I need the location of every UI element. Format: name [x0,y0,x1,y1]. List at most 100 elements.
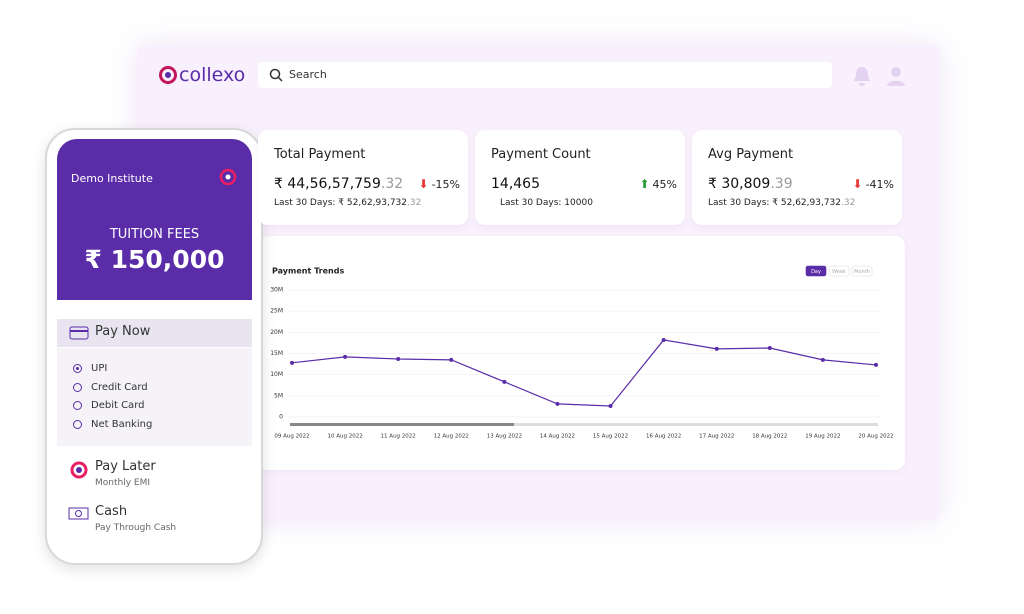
card-value: ₹ 30,809.39 [708,171,793,193]
logo-icon [159,66,177,84]
last30-value: 10000 [564,198,593,208]
cash-sub: Pay Through Cash [95,523,177,533]
point [396,357,401,362]
card-change: ⬇ -41% [853,177,894,191]
scroll-track [290,423,878,426]
pay-option[interactable]: Debit Card [73,400,144,411]
stat-card: Total Payment ₹ 44,56,57,759.32 ⬇ -15% Last … [258,130,468,225]
change-value: -41% [865,178,894,191]
card-title: Total Payment [274,147,366,162]
fee-title: TUITION FEES [109,227,200,242]
card-value-main: ₹ 30,809 [708,176,771,192]
y-tick-label: 30M [270,287,283,294]
card-icon [69,326,89,340]
radio [73,401,82,411]
option-label: Credit Card [91,381,148,393]
x-tick-label: 13 Aug 2022 [487,434,522,440]
pay-option[interactable]: UPI [73,363,107,374]
institute-name: Demo Institute [71,172,153,185]
radio [73,420,82,430]
y-tick-label: 20M [270,329,283,336]
last30-value: ₹ 52,62,93,732 [338,198,408,208]
card-last30: Last 30 Days: 10000 [500,198,593,208]
logo: collexo [179,64,246,86]
chart-title: Payment Trends [272,267,344,276]
toggle-button[interactable] [805,265,827,277]
search-icon [269,68,283,82]
radio [73,364,82,373]
card-value: 14,465 [491,171,540,193]
x-tick-label: 15 Aug 2022 [593,434,628,440]
x-tick-label: 20 Aug 2022 [858,434,893,440]
scroll-thumb [290,423,514,426]
card-last30: Last 30 Days: ₹ 52,62,93,732.32 [708,198,855,208]
x-tick-label: 14 Aug 2022 [540,434,575,440]
x-tick-label: 18 Aug 2022 [752,434,787,440]
chart-card: Payment Trends Day Week Month 0 5M 10M 15M 20M 2… [258,236,905,470]
point [661,337,666,342]
last30-label: Last 30 Days: [274,198,336,208]
radio-dot [76,367,79,370]
last30-value: ₹ 52,62,93,732 [772,198,842,208]
pay-option[interactable]: Net Banking [73,419,152,430]
card-value-main: 14,465 [491,176,540,192]
change-value: 45% [652,178,677,191]
option-label: Net Banking [91,419,153,431]
toggle-button[interactable] [851,265,873,277]
point [502,379,507,384]
x-tick-label: 17 Aug 2022 [699,434,734,440]
point [555,401,560,406]
phone: Demo Institute TUITION FEES ₹ 150,000 Pa… [45,128,263,565]
y-tick-label: 15M [270,350,283,357]
line [291,339,877,407]
bell-icon[interactable] [852,65,872,87]
card-value-decimals: .39 [770,176,793,192]
point [874,362,878,367]
cash[interactable]: Cash [95,504,128,519]
pay-later-sub: Monthly EMI [95,478,151,488]
x-tick-label: 10 Aug 2022 [327,434,362,440]
pay-option[interactable]: Credit Card [73,382,148,393]
x-tick-label: 11 Aug 2022 [381,434,416,440]
pay-later-icon [70,461,88,479]
card-value-main: ₹ 44,56,57,759 [274,176,381,192]
chart: Payment Trends Day Week Month 0 5M 10M 15M 20M 2… [270,265,894,440]
stat-card: Payment Count 14,465 ⬆ 45% Last 30 Days: 100… [475,130,685,225]
toggle-button[interactable] [828,265,850,277]
card-value: ₹ 44,56,57,759.32 [274,171,403,193]
card-title: Payment Count [491,147,591,162]
toggle-label: Day [811,269,821,275]
card-change: ⬇ -15% [419,177,460,191]
x-tick-label: 16 Aug 2022 [646,434,681,440]
toggle-label: Week [832,269,846,275]
y-tick-label: 5M [274,392,283,399]
last30-decimals: .32 [407,198,422,208]
point [608,403,613,408]
y-tick-label: 0 [279,414,283,421]
user-icon[interactable] [885,65,907,87]
point [714,346,719,351]
x-tick-label: 19 Aug 2022 [805,434,840,440]
stat-card: Avg Payment ₹ 30,809.39 ⬇ -41% Last 30 Days:… [692,130,902,225]
pay-now-row[interactable]: Pay Now [57,319,252,347]
change-arrow: ⬆ [639,177,650,191]
pay-options: UPI Credit Card Debit Card Net Banking [57,348,252,446]
point [343,354,348,359]
y-tick-label: 25M [270,308,283,315]
search-bar[interactable]: Search [258,62,832,88]
change-value: -15% [431,178,460,191]
card-value-decimals: .32 [380,176,404,192]
y-tick-label: 10M [270,371,283,378]
option-label: UPI [91,363,108,374]
search-placeholder: Search [289,68,327,81]
brand-icon [219,168,237,186]
change-arrow: ⬇ [418,177,429,191]
fee-header: Demo Institute TUITION FEES ₹ 150,000 [57,139,252,300]
x-tick-label: 09 Aug 2022 [274,434,309,440]
toggle-label: Month [854,269,870,275]
change-arrow: ⬇ [852,177,863,191]
last30-label: Last 30 Days: [708,198,770,208]
point [290,360,294,365]
pay-later[interactable]: Pay Later [95,459,156,474]
card-title: Avg Payment [708,147,794,162]
